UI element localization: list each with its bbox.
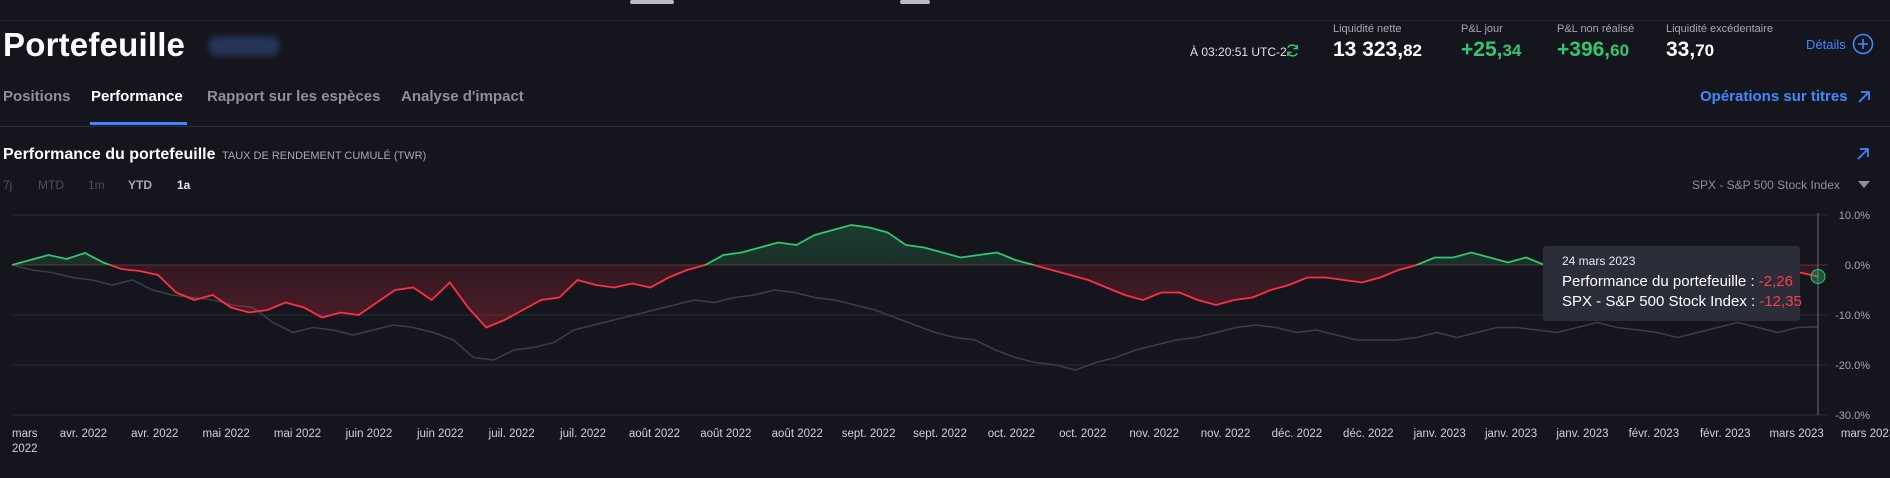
metric-label: P&L jour bbox=[1461, 23, 1503, 35]
range-ytd[interactable]: YTD bbox=[128, 178, 152, 192]
x-tick-label: janv. 2023 bbox=[1555, 428, 1608, 440]
x-tick-label: janv. 2023 bbox=[1413, 428, 1466, 440]
x-tick-label: déc. 2022 bbox=[1272, 428, 1323, 440]
y-tick-label: -30.0% bbox=[1835, 410, 1870, 422]
top-bar bbox=[0, 0, 1890, 21]
y-tick-label: -20.0% bbox=[1835, 360, 1870, 372]
portfolio-series-line-positive bbox=[11, 224, 1547, 265]
x-tick-label: févr. 2023 bbox=[1700, 428, 1751, 440]
x-tick-label: sept. 2022 bbox=[913, 428, 967, 440]
top-bar-fragment bbox=[900, 0, 930, 4]
tab-positions[interactable]: Positions bbox=[3, 88, 71, 105]
corporate-actions-link[interactable]: Opérations sur titres bbox=[1700, 88, 1848, 105]
section-title: Performance du portefeuille TAUX DE REND… bbox=[3, 146, 427, 163]
x-tick-label: mars 2023 bbox=[1841, 428, 1890, 440]
performance-chart[interactable]: 10.0% 0.0% -10.0% -20.0% -30.0% mars 2022 avr. … bbox=[0, 200, 1890, 478]
tab-bar: Positions Performance Rapport sur les es… bbox=[0, 78, 1890, 127]
x-tick-label: juin 2022 bbox=[345, 428, 393, 440]
x-tick-label: juin 2022 bbox=[416, 428, 464, 440]
metric-net-liquidity: Liquidité nette 13 323,82 bbox=[1333, 23, 1422, 62]
metric-value: +25,34 bbox=[1461, 38, 1522, 61]
metric-excess-liquidity: Liquidité excédentaire 33,70 bbox=[1666, 23, 1773, 62]
metric-value: +396,60 bbox=[1557, 38, 1630, 61]
range-1a[interactable]: 1a bbox=[177, 178, 191, 192]
tab-impact-analysis[interactable]: Analyse d'impact bbox=[401, 88, 524, 105]
x-tick-label: sept. 2022 bbox=[842, 428, 896, 440]
refresh-icon[interactable] bbox=[1285, 43, 1300, 58]
x-tick-label: janv. 2023 bbox=[1484, 428, 1537, 440]
tab-cash-report[interactable]: Rapport sur les espèces bbox=[207, 88, 381, 105]
x-tick-label: août 2022 bbox=[629, 428, 680, 440]
plus-circle-icon[interactable] bbox=[1852, 33, 1874, 55]
metric-label: P&L non réalisé bbox=[1557, 23, 1635, 35]
x-tick-label: oct. 2022 bbox=[1059, 428, 1106, 440]
portfolio-positive-area bbox=[12, 225, 1818, 265]
metric-label: Liquidité excédentaire bbox=[1666, 23, 1774, 35]
y-tick-label: 10.0% bbox=[1839, 210, 1870, 222]
account-id-blurred bbox=[208, 36, 280, 56]
x-tick-label: juil. 2022 bbox=[488, 428, 535, 440]
x-tick-label: avr. 2022 bbox=[131, 428, 178, 440]
range-7j[interactable]: 7j bbox=[3, 178, 13, 192]
x-tick-label: mai 2022 bbox=[274, 428, 321, 440]
x-tick-label: juil. 2022 bbox=[559, 428, 606, 440]
tooltip-benchmark: SPX - S&P 500 Stock Index : -12,35 bbox=[1562, 293, 1802, 310]
tooltip-date: 24 mars 2023 bbox=[1562, 254, 1636, 268]
x-tick-label: mai 2022 bbox=[202, 428, 249, 440]
x-tick-label: déc. 2022 bbox=[1343, 428, 1394, 440]
x-tick-label: mars 2023 bbox=[1769, 428, 1823, 440]
range-1m[interactable]: 1m bbox=[88, 178, 105, 192]
timestamp: À 03:20:51 UTC-2 bbox=[1190, 45, 1287, 59]
chart-tooltip: 24 mars 2023 Performance du portefeuille… bbox=[1543, 246, 1802, 321]
arrow-up-right-icon[interactable] bbox=[1855, 88, 1873, 106]
metric-day-pnl: P&L jour +25,34 bbox=[1461, 23, 1521, 62]
top-bar-fragment bbox=[630, 0, 674, 4]
x-tick-label: mars 2022 bbox=[12, 428, 38, 455]
hover-point bbox=[1810, 269, 1826, 284]
chevron-down-icon[interactable] bbox=[1858, 181, 1870, 189]
portfolio-series-line-negative bbox=[12, 265, 1819, 329]
x-tick-label: août 2022 bbox=[772, 428, 823, 440]
arrow-up-right-icon[interactable] bbox=[1855, 146, 1871, 162]
y-tick-label: -10.0% bbox=[1835, 310, 1870, 322]
active-tab-indicator bbox=[90, 122, 187, 125]
y-tick-label: 0.0% bbox=[1845, 260, 1870, 272]
x-tick-label: août 2022 bbox=[700, 428, 751, 440]
x-tick-label: avr. 2022 bbox=[60, 428, 107, 440]
benchmark-select[interactable]: SPX - S&P 500 Stock Index bbox=[1692, 178, 1840, 192]
metric-unrealized-pnl: P&L non réalisé +396,60 bbox=[1557, 23, 1634, 62]
metric-label: Liquidité nette bbox=[1333, 23, 1402, 35]
details-link[interactable]: Détails bbox=[1806, 37, 1846, 52]
benchmark-series-line bbox=[11, 264, 1819, 371]
x-tick-label: nov. 2022 bbox=[1201, 428, 1251, 440]
page-title: Portefeuille bbox=[3, 26, 186, 63]
x-tick-label: févr. 2023 bbox=[1629, 428, 1680, 440]
tab-performance[interactable]: Performance bbox=[91, 88, 183, 105]
x-tick-label: oct. 2022 bbox=[988, 428, 1035, 440]
metric-value: 33,70 bbox=[1666, 38, 1715, 61]
metric-value: 13 323,82 bbox=[1333, 38, 1422, 61]
range-mtd[interactable]: MTD bbox=[38, 178, 64, 192]
x-tick-label: nov. 2022 bbox=[1129, 428, 1179, 440]
tooltip-portfolio: Performance du portefeuille : -2,26 bbox=[1562, 273, 1793, 290]
section-subtitle: TAUX DE RENDEMENT CUMULÉ (TWR) bbox=[221, 150, 427, 162]
